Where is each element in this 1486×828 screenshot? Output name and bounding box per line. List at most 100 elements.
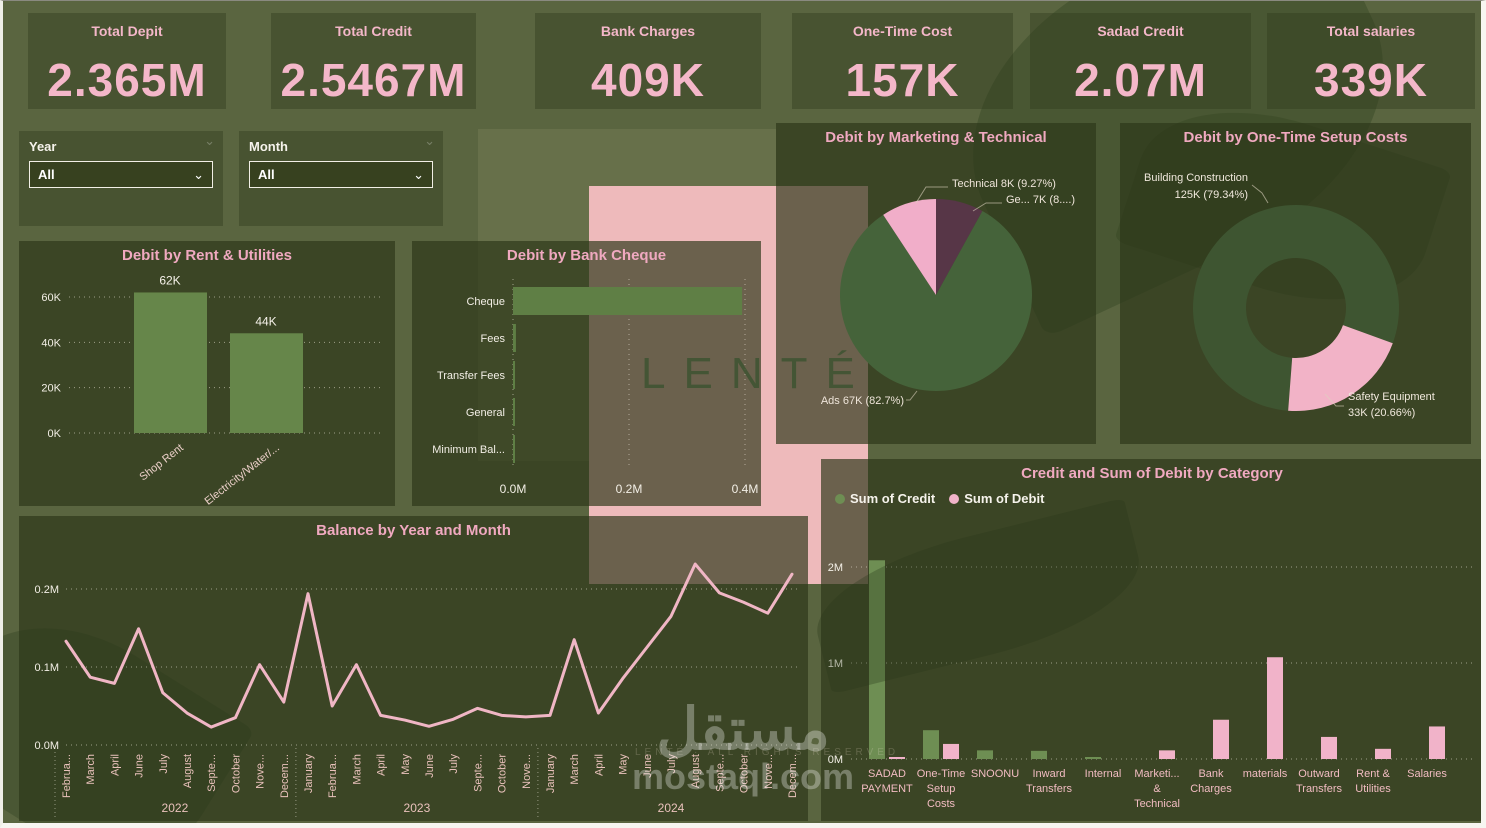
chart-text: Fees: [481, 333, 506, 345]
chart-legend: Sum of Credit Sum of Debit: [835, 491, 1044, 506]
bar[interactable]: [513, 324, 516, 352]
chart-text: October: [739, 754, 751, 793]
month-select[interactable]: All ⌄: [249, 161, 433, 188]
category-grouped-bar-chart[interactable]: 0M 1M 2M SADAD PAYMENT One-Time Setup Costs SNOO…: [821, 459, 1483, 821]
pie-slice[interactable]: [883, 199, 936, 295]
chart-text: 125K (79.34%): [1175, 189, 1248, 201]
chart-text: October: [497, 754, 509, 793]
chart-title: Debit by Bank Cheque: [506, 247, 667, 264]
bar[interactable]: [134, 292, 207, 433]
credit-bar[interactable]: [923, 730, 939, 759]
chart-title: Balance by Year and Month: [316, 522, 511, 539]
chart-text: &: [1153, 783, 1161, 795]
bar[interactable]: [513, 435, 515, 463]
debit-bar[interactable]: [1375, 748, 1391, 759]
chart-text: Nove...: [255, 754, 267, 789]
debit-bar[interactable]: [1267, 657, 1283, 759]
rent-utilities-bar-chart[interactable]: 0K 20K 40K 60K 62K Shop Rent 44K Electricity/Wa…: [19, 241, 395, 506]
credit-bar[interactable]: [977, 750, 993, 759]
chart-text: Building Construction: [1144, 172, 1248, 184]
bar[interactable]: [230, 333, 303, 433]
kpi-value: 2.365M: [47, 54, 207, 106]
debit-bar[interactable]: [1429, 726, 1445, 759]
chart-text: Septe...: [206, 754, 218, 792]
kpi-value: 339K: [1314, 54, 1428, 106]
bank-cheque-bar-chart[interactable]: 0.0M 0.2M 0.4M Cheque Fees Transfer Fees Gener…: [412, 241, 761, 506]
kpi-card-sadad-credit[interactable]: Sadad Credit 2.07M: [1030, 13, 1251, 109]
rent-utilities-chart-panel[interactable]: Debit by Rent & Utilities 0K 20K 40K 60K 62K…: [19, 241, 395, 506]
debit-bar[interactable]: [1159, 750, 1175, 759]
chart-text: 1M: [828, 658, 843, 670]
chart-text: 2024: [658, 801, 685, 815]
bar[interactable]: [513, 287, 743, 315]
chart-text: SNOONU: [971, 768, 1019, 780]
chart-text: Electricity/Water/...: [203, 442, 282, 506]
setup-costs-donut-panel[interactable]: Debit by One-Time Setup Costs Building C…: [1120, 123, 1471, 444]
legend-item-credit[interactable]: Sum of Credit: [835, 491, 935, 506]
chart-text: April: [376, 754, 388, 776]
bank-cheque-chart-panel[interactable]: Debit by Bank Cheque 0.0M 0.2M 0.4M Cheque F…: [412, 241, 761, 506]
credit-bar[interactable]: [869, 560, 885, 759]
pie-slice[interactable]: [840, 210, 1032, 391]
chart-text: Ads 67K (82.7%): [821, 395, 904, 407]
chart-text: Utilities: [1355, 783, 1391, 795]
debit-bar[interactable]: [1321, 736, 1337, 759]
chart-text: 0.4M: [732, 482, 759, 496]
month-select-value: All: [258, 167, 275, 182]
chart-text: One-Time: [917, 768, 966, 780]
chart-text: Outward: [1298, 768, 1340, 780]
balance-line-chart-panel[interactable]: Balance by Year and Month 0.0M 0.1M 0.2M Fe…: [19, 516, 808, 821]
chart-text: January: [545, 754, 557, 794]
bar[interactable]: [513, 361, 516, 389]
donut-segment[interactable]: [1288, 325, 1393, 411]
label-leader-line: [906, 390, 918, 401]
kpi-card-total-debit[interactable]: Total Depit 2.365M: [28, 13, 226, 109]
chart-text: April: [109, 754, 121, 776]
donut-segment[interactable]: [1193, 205, 1399, 411]
bar[interactable]: [513, 398, 515, 426]
balance-line[interactable]: [64, 562, 794, 729]
debit-legend-dot: [949, 493, 960, 504]
legend-item-debit[interactable]: Sum of Debit: [949, 491, 1044, 506]
chart-text: March: [85, 754, 97, 785]
kpi-card-total-credit[interactable]: Total Credit 2.5467M: [271, 13, 476, 109]
chevron-down-icon: ⌄: [193, 166, 204, 182]
chart-text: Cheque: [466, 296, 505, 308]
chevron-down-icon[interactable]: ⌄: [424, 133, 435, 148]
chart-text: 62K: [159, 273, 180, 287]
chart-text: August: [690, 754, 702, 788]
chevron-down-icon[interactable]: ⌄: [204, 133, 215, 148]
chart-text: Charges: [1190, 783, 1232, 795]
kpi-card-total-salaries[interactable]: Total salaries 339K: [1267, 13, 1475, 109]
chart-text: Septe...: [472, 754, 484, 792]
chart-title: Debit by Marketing & Technical: [825, 129, 1047, 146]
chart-text: July: [158, 754, 170, 774]
debit-bar[interactable]: [1213, 719, 1229, 759]
kpi-label: Sadad Credit: [1097, 23, 1184, 39]
pie-slice[interactable]: [936, 199, 983, 295]
chart-text: April: [593, 754, 605, 776]
chart-text: 0.0M: [500, 482, 527, 496]
label-leader-line: [1324, 393, 1344, 407]
chart-text: Technical 8K (9.27%): [952, 178, 1056, 190]
marketing-technical-pie-chart[interactable]: Ge... 7K (8....) Ads 67K (82.7%) Technical…: [776, 123, 1096, 444]
chart-text: Technical: [1134, 798, 1180, 810]
chart-text: January: [303, 754, 315, 794]
chart-text: Shop Rent: [137, 442, 185, 483]
kpi-card-bank-charges[interactable]: Bank Charges 409K: [535, 13, 761, 109]
kpi-value: 157K: [845, 54, 960, 106]
year-select[interactable]: All ⌄: [29, 161, 213, 188]
credit-bar[interactable]: [1031, 750, 1047, 759]
chart-text: Inward: [1032, 768, 1065, 780]
setup-costs-donut-chart[interactable]: Building Construction 125K (79.34%) Safety…: [1120, 123, 1471, 444]
debit-bar[interactable]: [943, 743, 959, 759]
credit-bar[interactable]: [1085, 757, 1101, 759]
lente-brand-watermark: LENTÉ: [641, 349, 873, 398]
balance-line-chart[interactable]: 0.0M 0.1M 0.2M Februa... March April June July A…: [19, 516, 808, 821]
kpi-card-one-time-cost[interactable]: One-Time Cost 157K: [792, 13, 1013, 109]
marketing-technical-pie-panel[interactable]: Debit by Marketing & Technical Ge... 7K …: [776, 123, 1096, 444]
category-bar-chart-panel[interactable]: Credit and Sum of Debit by Category Sum …: [821, 459, 1483, 821]
kpi-label: Total Depit: [91, 23, 163, 39]
debit-bar[interactable]: [889, 757, 905, 759]
